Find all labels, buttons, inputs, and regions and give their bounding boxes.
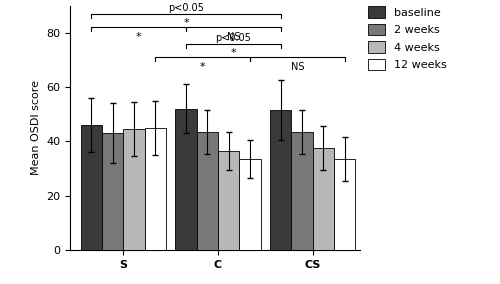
Text: NS: NS — [226, 32, 240, 42]
Text: *: * — [183, 18, 189, 28]
Text: *: * — [136, 32, 141, 42]
Text: *: * — [200, 62, 205, 72]
Text: p<0.05: p<0.05 — [168, 3, 204, 13]
Bar — [292, 132, 312, 250]
Y-axis label: Mean OSDI score: Mean OSDI score — [30, 80, 40, 175]
Bar — [334, 159, 355, 250]
Bar — [176, 109, 197, 250]
Bar — [312, 148, 334, 250]
Bar — [144, 128, 166, 250]
Text: *: * — [230, 48, 236, 58]
Bar — [240, 159, 260, 250]
Text: p<0.05: p<0.05 — [216, 33, 252, 43]
Bar — [196, 132, 218, 250]
Text: NS: NS — [290, 62, 304, 72]
Bar — [270, 110, 291, 250]
Bar — [124, 129, 144, 250]
Bar — [80, 125, 102, 250]
Bar — [102, 133, 124, 250]
Bar — [218, 151, 240, 250]
Legend: baseline, 2 weeks, 4 weeks, 12 weeks: baseline, 2 weeks, 4 weeks, 12 weeks — [368, 6, 447, 70]
